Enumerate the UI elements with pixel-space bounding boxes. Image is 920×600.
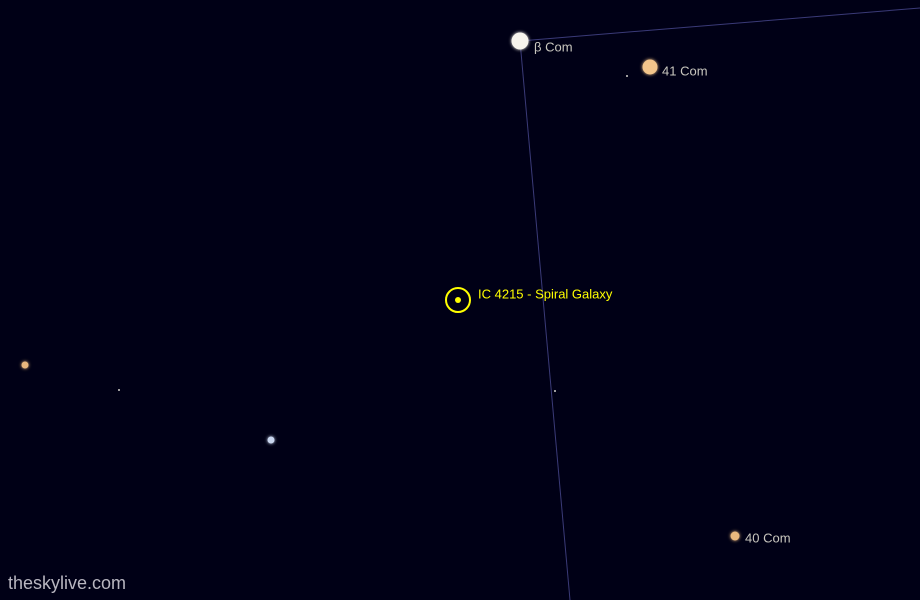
target-dot bbox=[455, 297, 461, 303]
star-label-beta-com: β Com bbox=[534, 40, 573, 55]
star-field-star-d bbox=[22, 362, 29, 369]
star-chart: β Com 41 Com 40 Com IC 4215 - Spiral Galaxy… bbox=[0, 0, 920, 600]
star-beta-com bbox=[512, 33, 529, 50]
star-41-com-companion bbox=[626, 75, 628, 77]
star-40-com bbox=[731, 532, 740, 541]
target-label: IC 4215 - Spiral Galaxy bbox=[478, 287, 612, 302]
star-label-40-com: 40 Com bbox=[745, 531, 791, 546]
star-label-41-com: 41 Com bbox=[662, 64, 708, 79]
star-field-star-c bbox=[118, 389, 120, 391]
star-41-com bbox=[643, 60, 658, 75]
watermark: theskylive.com bbox=[8, 573, 126, 594]
star-field-star-b bbox=[268, 437, 275, 444]
star-field-star-a bbox=[554, 390, 556, 392]
